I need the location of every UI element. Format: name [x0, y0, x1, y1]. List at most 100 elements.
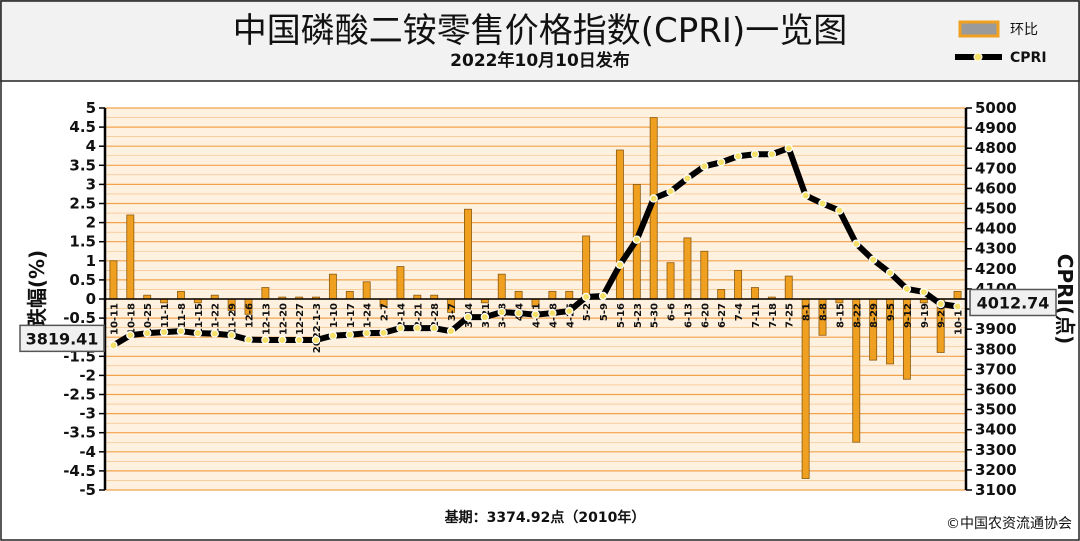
x-tick-label: 12-27 — [295, 303, 306, 335]
right-tick-label: 3500 — [975, 401, 1017, 419]
cpri-point — [463, 312, 473, 322]
x-tick-label: 12-13 — [261, 303, 272, 335]
bar — [261, 287, 270, 300]
right-tick-label: 4200 — [975, 260, 1017, 278]
x-tick-label: 11-1 — [160, 303, 171, 328]
legend-line-label: CPRI — [1010, 50, 1047, 66]
left-tick-label: -2 — [79, 366, 96, 384]
chart-subtitle: 2022年10月10日发布 — [450, 50, 630, 71]
x-tick-label: 5-30 — [650, 303, 661, 328]
right-tick-label: 4700 — [975, 159, 1017, 177]
left-tick-label: 4 — [86, 137, 96, 155]
right-tick-label: 4500 — [975, 200, 1017, 218]
x-tick-label: 1-10 — [329, 303, 340, 328]
cpri-point — [750, 150, 760, 159]
cpri-point — [818, 199, 827, 208]
cpri-point — [953, 302, 962, 311]
cpri-point — [159, 327, 169, 337]
x-tick-label: 11-8 — [177, 303, 188, 328]
x-tick-label: 7-25 — [785, 303, 796, 328]
bar — [497, 273, 506, 300]
x-tick-label: 10-11 — [109, 303, 120, 335]
cpri-point — [784, 144, 793, 153]
x-tick-label: 2-7 — [380, 303, 391, 321]
left-tick-label: 2 — [86, 214, 96, 232]
cpri-point — [548, 308, 557, 318]
cpri-point — [210, 329, 219, 338]
cpri-point — [885, 268, 895, 278]
x-tick-label: 6-6 — [667, 303, 678, 321]
cpri-point — [143, 328, 152, 338]
cpri-point — [733, 152, 743, 161]
x-tick-label: 2-14 — [396, 303, 407, 328]
bar — [801, 298, 810, 479]
x-tick-label: 12-20 — [278, 303, 289, 335]
x-tick-label: 11-22 — [211, 303, 222, 335]
left-tick-label: 0 — [86, 290, 96, 308]
bar — [953, 290, 962, 300]
right-tick-label: 3400 — [975, 421, 1017, 439]
left-tick-label: -3.5 — [63, 424, 96, 442]
bar — [548, 290, 557, 300]
x-tick-label: 2-28 — [430, 303, 441, 328]
legend: 环比 CPRI — [955, 20, 1047, 66]
right-tick-label: 4400 — [975, 220, 1017, 238]
right-tick-label: 3900 — [975, 320, 1017, 338]
bar — [700, 250, 709, 300]
left-tick-label: 0.5 — [69, 271, 96, 289]
cpri-point — [632, 235, 641, 244]
right-tick-label: 4800 — [975, 139, 1017, 157]
left-tick-label: -3 — [79, 405, 96, 423]
cpri-point — [480, 312, 490, 322]
cpri-point — [244, 335, 253, 344]
title-band — [0, 0, 1080, 82]
cpri-point — [919, 287, 928, 297]
cpri-point — [345, 330, 354, 339]
bar — [177, 290, 185, 300]
right-tick-label: 3800 — [975, 340, 1017, 358]
chart-marks: 10-11 10-18 10-25 11-1 11-8 11-15 11-22 11-29 12… — [19, 117, 1057, 479]
cpri-point — [581, 292, 591, 302]
bar — [109, 260, 118, 300]
x-tick-label: 9-26 — [937, 303, 948, 328]
x-tick-label: 4-25 — [565, 303, 576, 328]
left-tick-label: 5 — [86, 99, 96, 117]
cpri-point — [193, 328, 203, 338]
cpri-point — [700, 162, 709, 171]
cpri-point — [767, 150, 777, 159]
last-value-callout: 4012.74 — [977, 293, 1050, 312]
left-tick-label: 3 — [86, 175, 96, 193]
x-tick-label: 5-23 — [633, 303, 644, 328]
cpri-point — [666, 187, 675, 196]
cpri-point — [362, 328, 371, 338]
left-tick-label: 1.5 — [69, 233, 96, 251]
right-tick-label: 4900 — [975, 119, 1017, 137]
cpri-point — [176, 326, 186, 336]
left-tick-label: -2.5 — [63, 386, 96, 404]
x-tick-label: 9-5 — [886, 303, 897, 321]
bar — [126, 214, 135, 300]
cpri-point — [497, 307, 506, 317]
left-tick-label: 4.5 — [69, 118, 96, 136]
bar — [328, 273, 337, 300]
right-tick-label: 5000 — [975, 99, 1017, 117]
x-tick-label: 10-10 — [954, 303, 965, 335]
legend-line-marker — [973, 52, 983, 62]
right-tick-label: 3600 — [975, 380, 1017, 398]
copyright-note: ©中国农资流通协会 — [946, 516, 1072, 532]
left-tick-label: 3.5 — [69, 156, 96, 174]
bar — [666, 262, 675, 300]
x-tick-label: 1-17 — [346, 303, 357, 328]
right-tick-label: 4600 — [975, 179, 1017, 197]
right-tick-label: 3300 — [975, 441, 1017, 459]
left-tick-label: 2.5 — [69, 195, 96, 213]
legend-bar-swatch — [958, 20, 1000, 38]
cpri-point — [835, 206, 844, 215]
x-tick-label: 6-20 — [700, 303, 711, 328]
cpri-point — [902, 284, 912, 294]
x-tick-label: 7-4 — [734, 303, 745, 321]
x-tick-label: 8-29 — [869, 303, 880, 328]
cpri-point — [868, 255, 878, 264]
x-tick-label: 11-29 — [228, 303, 239, 335]
